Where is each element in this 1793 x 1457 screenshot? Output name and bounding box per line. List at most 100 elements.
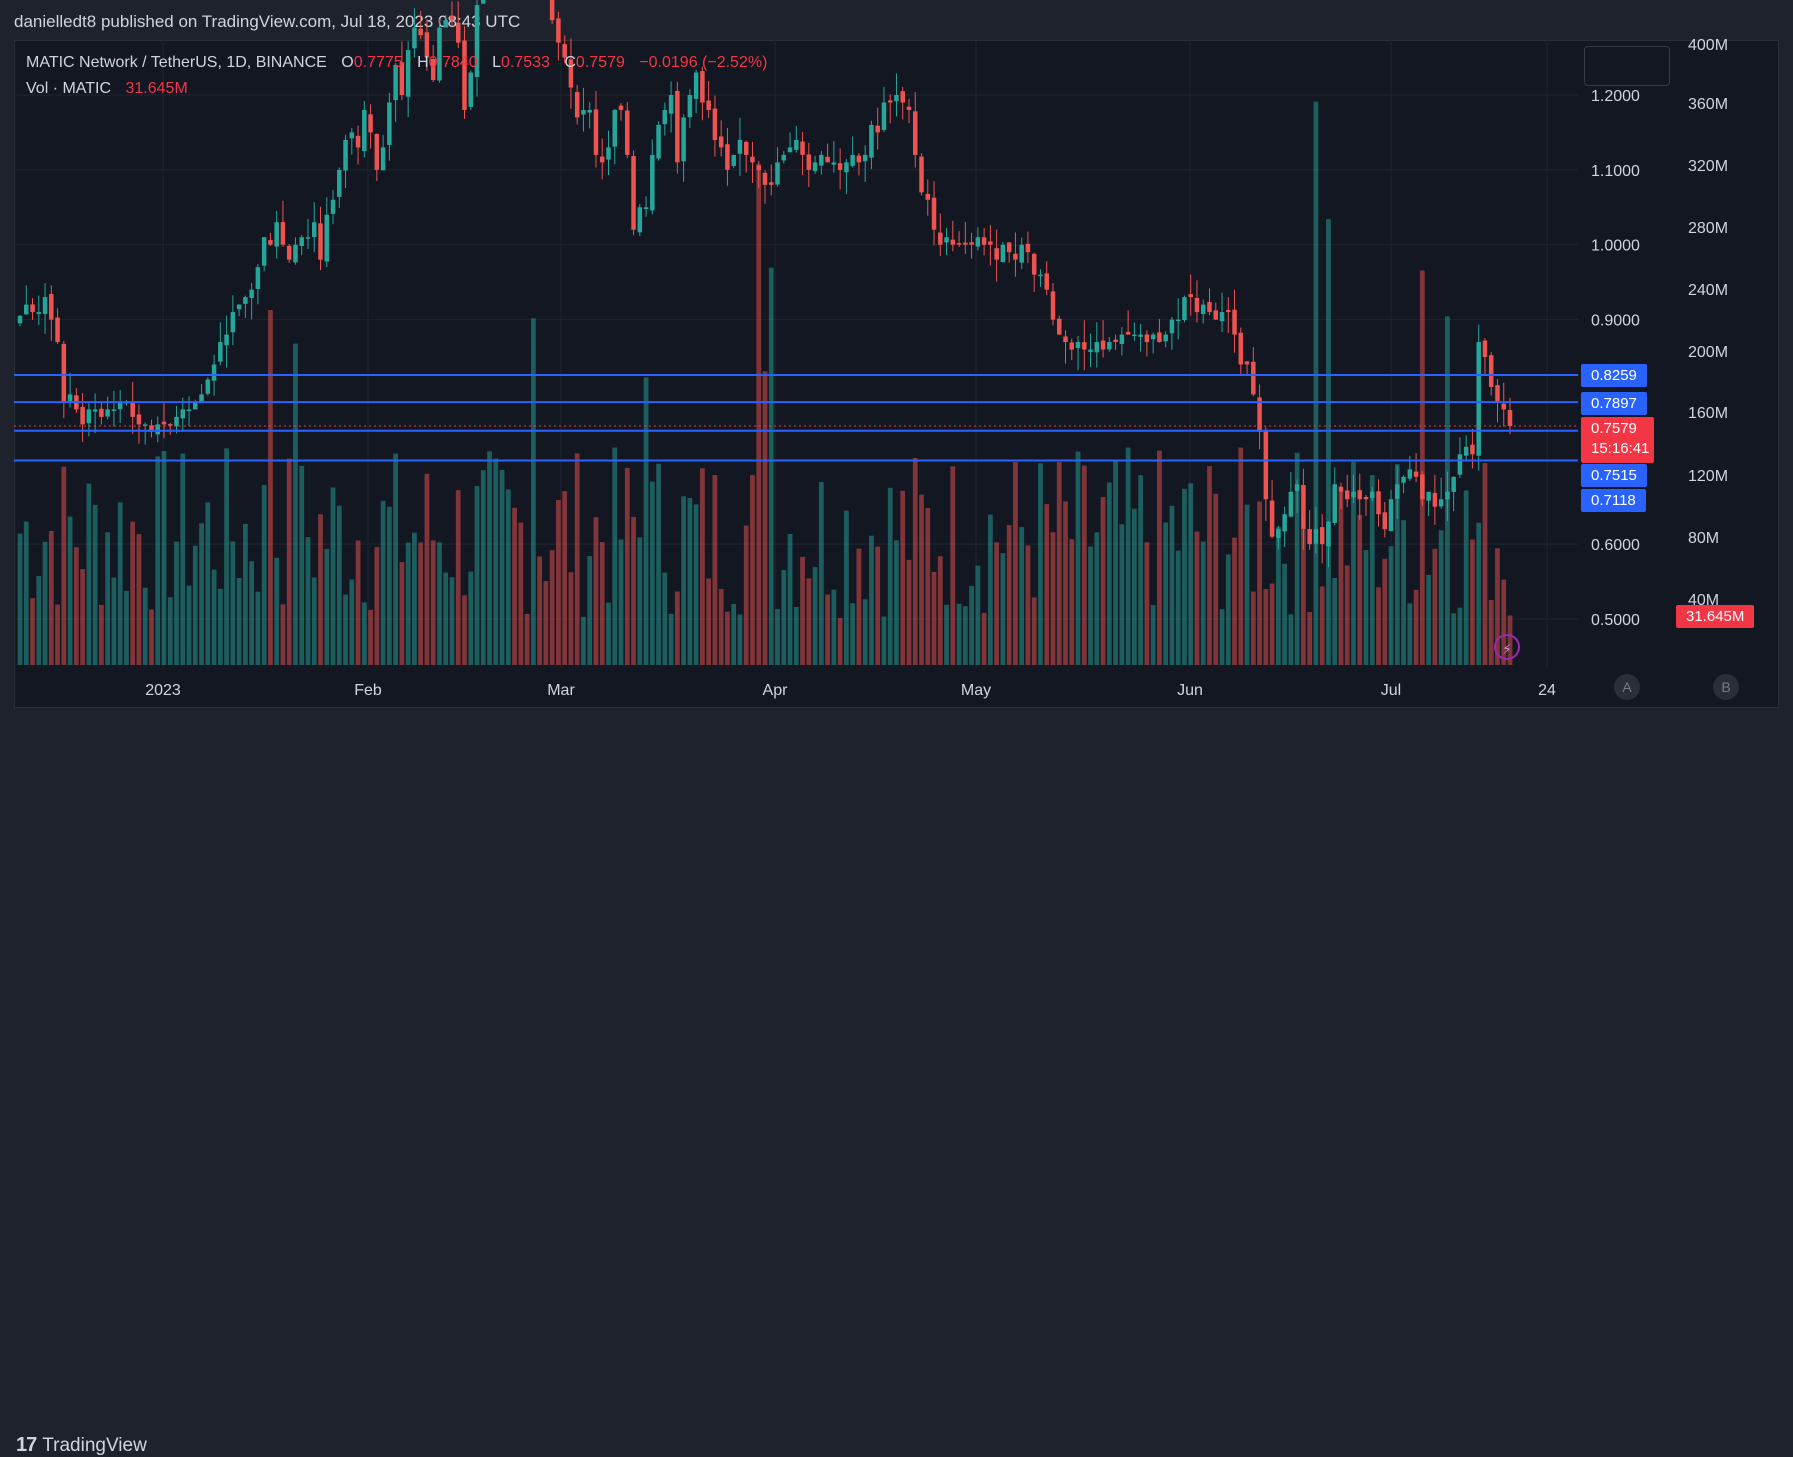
volume-bar-157 bbox=[1000, 553, 1006, 665]
volume-bar-174 bbox=[1106, 482, 1112, 665]
candle-body-33 bbox=[224, 334, 229, 346]
volume-bar-213 bbox=[1351, 461, 1356, 665]
volume-bar-205 bbox=[1301, 529, 1306, 665]
candle-body-47 bbox=[311, 222, 317, 238]
volume-bar-147 bbox=[937, 556, 943, 665]
volume-bar-156 bbox=[994, 542, 1000, 665]
candle-body-56 bbox=[368, 114, 373, 133]
candle-body-221 bbox=[1401, 476, 1406, 483]
volume-bar-234 bbox=[1482, 463, 1488, 665]
candle-body-6 bbox=[55, 317, 60, 343]
candle-body-113 bbox=[725, 144, 730, 170]
candle-body-210 bbox=[1332, 484, 1337, 523]
candle-body-89 bbox=[574, 92, 580, 118]
candle-body-20 bbox=[142, 424, 148, 426]
scale-b-button[interactable]: B bbox=[1713, 674, 1739, 700]
candle-body-192 bbox=[1219, 312, 1225, 322]
candle-body-171 bbox=[1088, 349, 1093, 352]
candle-body-15 bbox=[111, 409, 117, 411]
volume-axis-label-6: 160M bbox=[1688, 405, 1728, 422]
candle-body-30 bbox=[205, 379, 211, 394]
volume-bar-51 bbox=[336, 505, 342, 665]
candle-body-153 bbox=[975, 237, 981, 247]
candle-body-207 bbox=[1313, 529, 1319, 544]
candle-body-220 bbox=[1395, 484, 1400, 499]
volume-bar-93 bbox=[599, 542, 605, 665]
candle-body-230 bbox=[1457, 454, 1463, 475]
price-axis-label-2: 1.0000 bbox=[1591, 238, 1640, 255]
candle-body-107 bbox=[687, 95, 693, 118]
volume-bar-226 bbox=[1432, 548, 1438, 665]
price-chart[interactable]: 1.2000 1.1000 1.0000 0.9000 0.6000 0.5000 400M… bbox=[0, 0, 1793, 762]
tradingview-logo[interactable]: 17 TradingView bbox=[16, 1434, 147, 1457]
volume-bar-224 bbox=[1419, 270, 1425, 665]
candle-body-5 bbox=[49, 294, 54, 320]
volume-bar-172 bbox=[1094, 532, 1100, 665]
candle-body-196 bbox=[1244, 361, 1250, 365]
candle-body-200 bbox=[1269, 500, 1275, 537]
volume-bar-153 bbox=[975, 565, 981, 665]
volume-bar-31 bbox=[211, 569, 217, 665]
volume-bar-148 bbox=[944, 604, 949, 665]
candle-body-59 bbox=[387, 102, 392, 145]
volume-bar-232 bbox=[1470, 539, 1475, 665]
volume-bar-18 bbox=[130, 521, 136, 665]
candle-body-29 bbox=[199, 394, 204, 403]
candle-body-176 bbox=[1119, 334, 1125, 345]
volume-label[interactable]: Vol · MATIC bbox=[26, 80, 112, 97]
volume-value: 31.645M bbox=[125, 80, 188, 97]
candle-body-53 bbox=[349, 132, 355, 139]
lightning-icon[interactable]: ⚡ bbox=[1494, 634, 1520, 660]
scale-auto-button[interactable]: A bbox=[1614, 674, 1640, 700]
candle-body-167 bbox=[1063, 336, 1068, 343]
time-axis-label-5: Jun bbox=[1177, 682, 1203, 699]
candle-body-11 bbox=[86, 409, 92, 424]
volume-bar-200 bbox=[1269, 583, 1275, 665]
candle-body-156 bbox=[994, 248, 999, 260]
time-axis-label-6: Jul bbox=[1381, 682, 1401, 699]
volume-bar-113 bbox=[725, 611, 730, 665]
volume-bar-227 bbox=[1438, 530, 1444, 665]
volume-bar-155 bbox=[987, 514, 993, 665]
volume-bar-208 bbox=[1319, 586, 1325, 665]
candle-body-138 bbox=[881, 102, 887, 130]
candle-body-202 bbox=[1282, 514, 1287, 532]
candle-body-94 bbox=[606, 147, 611, 160]
candle-body-37 bbox=[249, 289, 254, 299]
volume-bar-126 bbox=[806, 578, 812, 665]
volume-bar-83 bbox=[537, 556, 543, 665]
volume-bar-125 bbox=[800, 556, 805, 665]
candle-body-181 bbox=[1150, 334, 1156, 340]
time-axis-label-1: Feb bbox=[354, 682, 382, 699]
volume-bar-48 bbox=[318, 514, 323, 665]
candle-body-189 bbox=[1200, 304, 1206, 314]
volume-bar-42 bbox=[280, 604, 286, 665]
price-axis-label-4: 0.6000 bbox=[1591, 537, 1640, 554]
candle-body-97 bbox=[625, 110, 630, 155]
candle-body-51 bbox=[337, 169, 342, 197]
candle-body-114 bbox=[731, 154, 736, 166]
volume-bar-141 bbox=[900, 490, 906, 665]
volume-bar-166 bbox=[1056, 462, 1062, 665]
candle-body-194 bbox=[1232, 309, 1237, 335]
candle-body-34 bbox=[230, 312, 236, 333]
volume-bar-116 bbox=[743, 525, 749, 665]
symbol-name[interactable]: MATIC Network / TetherUS, 1D, BINANCE bbox=[26, 54, 327, 71]
candle-body-166 bbox=[1056, 318, 1062, 335]
volume-bar-150 bbox=[956, 603, 962, 665]
volume-bar-209 bbox=[1326, 219, 1331, 665]
volume-bar-201 bbox=[1275, 527, 1281, 665]
candle-body-134 bbox=[856, 155, 862, 163]
volume-bar-102 bbox=[656, 463, 661, 665]
candle-body-131 bbox=[837, 163, 843, 170]
volume-bar-119 bbox=[762, 371, 768, 665]
candle-body-129 bbox=[825, 156, 830, 163]
candle-body-57 bbox=[374, 133, 380, 170]
candle-body-60 bbox=[393, 65, 398, 101]
volume-bar-198 bbox=[1257, 501, 1262, 665]
candle-body-52 bbox=[343, 139, 348, 171]
candle-body-55 bbox=[362, 109, 367, 152]
candle-body-158 bbox=[1006, 242, 1012, 253]
candle-body-8 bbox=[67, 394, 73, 402]
candle-body-50 bbox=[330, 199, 336, 214]
